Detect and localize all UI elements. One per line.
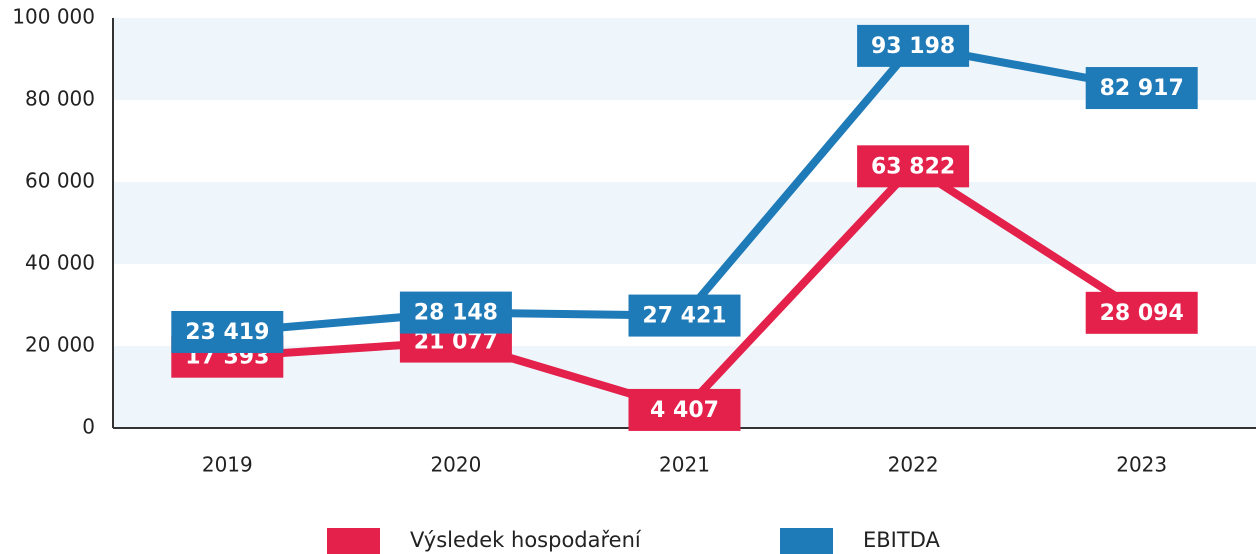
x-tick-label: 2022 [888,453,939,477]
y-tick-label: 0 [82,415,95,439]
value-label: 27 421 [642,304,726,329]
y-tick-label: 40 000 [25,251,95,275]
x-tick-label: 2019 [202,453,253,477]
value-label-box [857,145,970,188]
legend-swatch [327,528,380,554]
y-tick-label: 20 000 [25,333,95,357]
x-tick-label: 2020 [430,453,481,477]
y-tick-label: 100 000 [12,5,95,29]
value-label: 93 198 [871,34,955,59]
value-label: 23 419 [185,320,269,345]
value-label-box [399,291,512,334]
value-label-box [1085,67,1198,110]
value-label: 28 148 [414,301,498,326]
value-label: 4 407 [650,398,719,423]
x-tick-label: 2021 [659,453,710,477]
value-label: 63 822 [871,154,955,179]
grid-band [113,18,1256,100]
value-label: 28 094 [1100,301,1184,326]
legend-label: EBITDA [863,528,940,552]
value-label-box [628,294,741,337]
legend-label: Výsledek hospodaření [410,528,642,552]
y-tick-label: 80 000 [25,87,95,111]
legend-swatch [780,528,833,554]
value-label: 82 917 [1100,76,1184,101]
value-label-box [1085,291,1198,334]
value-label-box [171,310,284,353]
value-label-box [857,24,970,67]
x-tick-label: 2023 [1116,453,1167,477]
grid-band [113,182,1256,264]
value-label-box [628,388,741,431]
y-tick-label: 60 000 [25,169,95,193]
value-label: 21 077 [414,330,498,355]
